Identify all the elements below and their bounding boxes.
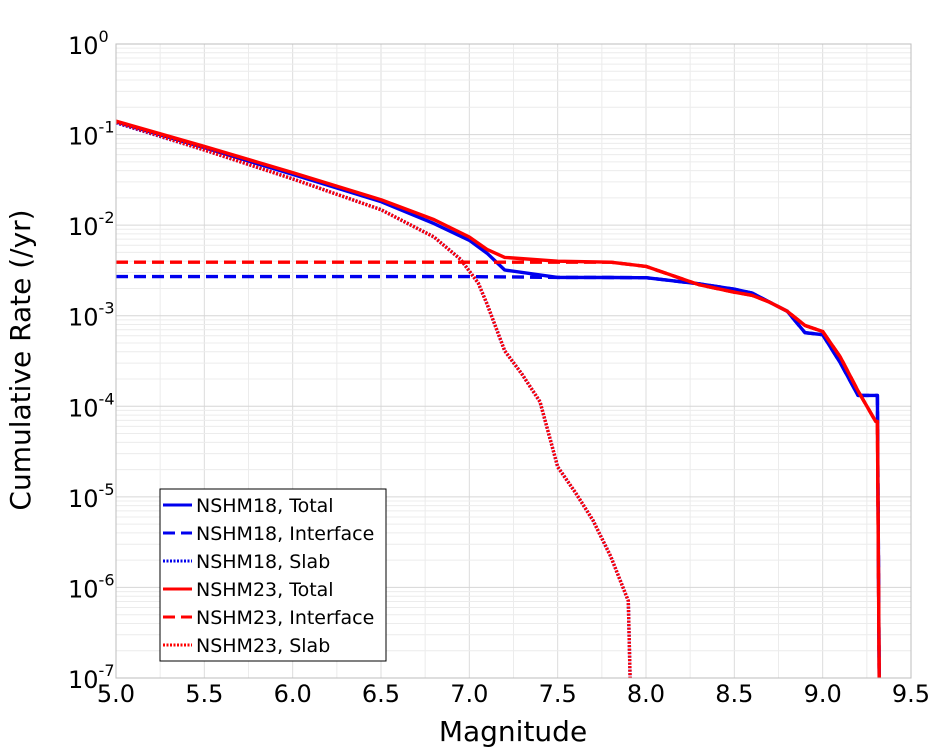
x-tick-label: 8.5: [715, 680, 753, 708]
legend-label: NSHM18, Interface: [196, 523, 374, 545]
y-tick-label: 10-7: [68, 661, 115, 694]
x-tick-label: 9.5: [892, 680, 930, 708]
x-tick-labels: 5.0 5.5 6.0 6.5 7.0 7.5 8.0 8.5 9.0 9.5: [97, 680, 930, 708]
y-tick-label: 10-6: [68, 570, 115, 603]
y-tick-label: 10-2: [68, 208, 115, 241]
y-tick-label: 10-4: [68, 389, 115, 422]
x-tick-label: 7.5: [539, 680, 577, 708]
x-axis-title: Magnitude: [439, 715, 587, 748]
x-tick-label: 7.0: [450, 680, 488, 708]
y-tick-labels: 100 10-1 10-2 10-3 10-4 10-5 10-6 10-7: [68, 27, 115, 694]
x-tick-label: 8.0: [627, 680, 665, 708]
legend-box: [159, 488, 387, 662]
x-tick-label: 5.0: [97, 680, 135, 708]
legend-label: NSHM18, Slab: [196, 551, 330, 573]
y-tick-label: 100: [68, 27, 109, 60]
series-line-5: [116, 260, 881, 678]
y-tick-label: 10-1: [68, 118, 115, 151]
x-tick-label: 6.5: [362, 680, 400, 708]
legend-label: NSHM18, Total: [196, 495, 334, 517]
x-tick-label: 5.5: [185, 680, 223, 708]
legend-label: NSHM23, Interface: [196, 607, 374, 629]
legend-label: NSHM23, Total: [196, 579, 334, 601]
y-tick-label: 10-3: [68, 299, 115, 332]
series-group: [116, 119, 881, 678]
legend-label: NSHM23, Slab: [196, 635, 330, 657]
x-tick-label: 9.0: [804, 680, 842, 708]
plot-frame: [115, 43, 912, 679]
series-line-2: [116, 274, 881, 678]
y-tick-label: 10-5: [68, 480, 115, 513]
y-axis-title: Cumulative Rate (/yr): [4, 209, 37, 510]
x-tick-label: 6.0: [274, 680, 312, 708]
series-line-6: [116, 120, 632, 678]
legend: NSHM18, Total NSHM18, Interface NSHM18, Sl…: [159, 488, 387, 662]
